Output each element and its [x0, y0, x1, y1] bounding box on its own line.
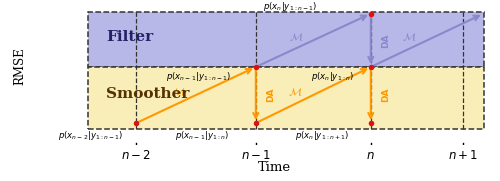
Text: DA: DA	[381, 88, 390, 102]
Text: $\mathcal{M}$: $\mathcal{M}$	[288, 31, 304, 43]
Text: $\mathcal{M}$: $\mathcal{M}$	[288, 86, 303, 98]
Text: DA: DA	[266, 88, 275, 102]
Text: $p(x_n|y_{1:n+1})$: $p(x_n|y_{1:n+1})$	[295, 129, 349, 142]
Text: $p(x_{n-2}|y_{1:n-1})$: $p(x_{n-2}|y_{1:n-1})$	[58, 129, 124, 142]
Text: RMSE: RMSE	[14, 47, 26, 85]
Text: $\mathcal{M}$: $\mathcal{M}$	[172, 86, 186, 98]
Text: Time: Time	[258, 161, 291, 174]
Text: $p(x_{n-1}|y_{1:n-1})$: $p(x_{n-1}|y_{1:n-1})$	[166, 70, 232, 83]
Text: Smoother: Smoother	[106, 87, 190, 101]
Text: $n-1$: $n-1$	[240, 149, 271, 162]
Text: Filter: Filter	[106, 30, 154, 44]
Text: DA: DA	[381, 33, 390, 48]
Text: $p(x_{n-1}|y_{1:n})$: $p(x_{n-1}|y_{1:n})$	[176, 129, 230, 142]
Text: $p(x_n|y_{1:n})$: $p(x_n|y_{1:n})$	[311, 70, 354, 83]
Text: $p(x_n|y_{1:n-1})$: $p(x_n|y_{1:n-1})$	[262, 0, 317, 13]
Text: $n+1$: $n+1$	[448, 149, 478, 162]
Bar	[88, 67, 483, 129]
Text: $n$: $n$	[366, 149, 375, 162]
Text: $n-2$: $n-2$	[121, 149, 152, 162]
Bar	[88, 12, 483, 67]
Text: $\mathcal{M}$: $\mathcal{M}$	[402, 31, 417, 43]
